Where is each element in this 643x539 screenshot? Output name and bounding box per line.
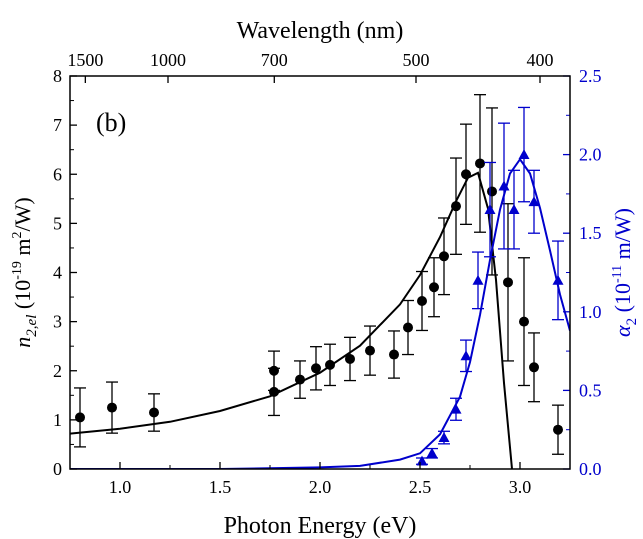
data-point-circle xyxy=(311,363,321,374)
data-point-circle xyxy=(553,424,563,435)
data-point-circle xyxy=(439,251,449,262)
top-axis-title: Wavelength (nm) xyxy=(237,18,404,44)
left-axis-title-symbol: n xyxy=(10,337,35,348)
left-axis-tick-label: 4 xyxy=(53,263,62,283)
right-axis-title-exponent: -11 xyxy=(610,265,625,283)
data-point-triangle xyxy=(552,274,564,285)
left-axis-tick-label: 3 xyxy=(53,312,62,332)
panel-label: (b) xyxy=(96,108,126,137)
left-axis-title-text: (10 xyxy=(10,280,35,315)
right-axis-tick-label: 1.0 xyxy=(579,302,602,322)
right-axis-tick-label: 1.5 xyxy=(579,223,602,243)
data-point-triangle xyxy=(518,149,530,159)
data-point-circle xyxy=(345,353,355,364)
data-point-circle xyxy=(519,316,529,327)
data-point-circle xyxy=(269,386,279,397)
data-point-triangle xyxy=(416,455,428,466)
left-axis-title-unit: m xyxy=(10,239,35,262)
data-point-triangle xyxy=(426,447,438,458)
data-point-triangle xyxy=(438,432,450,442)
plot-clipped-content xyxy=(70,94,570,469)
left-axis-title-exponent-2: 2 xyxy=(10,232,25,239)
data-point-circle xyxy=(429,282,439,293)
left-axis-tick-label: 7 xyxy=(53,115,62,135)
right-axis-title-text: (10 xyxy=(610,283,635,318)
data-point-circle xyxy=(149,407,159,418)
x-axis-title: Photon Energy (eV) xyxy=(224,513,417,539)
data-point-triangle xyxy=(472,274,484,285)
right-axis-tick-label: 0.0 xyxy=(579,459,602,479)
left-axis-tick-label: 5 xyxy=(53,213,62,233)
left-axis-title: n2,el (10-19 m2/W) xyxy=(10,197,40,347)
x-axis-tick-label: 2.5 xyxy=(409,477,432,497)
data-point-triangle xyxy=(528,196,540,207)
data-point-circle xyxy=(475,158,485,169)
top-axis-tick-label: 400 xyxy=(527,50,554,70)
data-point-circle xyxy=(295,374,305,385)
x-axis-tick-label: 3.0 xyxy=(509,477,532,497)
right-axis-tick-label: 2.5 xyxy=(579,66,602,86)
top-axis-tick-label: 700 xyxy=(261,50,288,70)
plot-frame xyxy=(69,75,571,470)
x-axis-tick-label: 1.5 xyxy=(209,477,232,497)
left-axis-tick-label: 6 xyxy=(53,164,62,184)
data-point-circle xyxy=(269,365,279,376)
data-point-triangle xyxy=(460,350,472,361)
data-point-circle xyxy=(487,186,497,197)
left-axis-tick-label: 2 xyxy=(53,361,62,381)
left-axis-tick-label: 8 xyxy=(53,66,62,86)
right-axis-title-close: m/W) xyxy=(610,208,635,265)
data-point-circle xyxy=(417,295,427,306)
left-axis-title-exponent: -19 xyxy=(10,261,25,280)
right-axis-title: α2 (10-11 m/W) xyxy=(610,208,640,337)
right-axis-tick-label: 0.5 xyxy=(579,380,602,400)
data-point-circle xyxy=(529,362,539,373)
left-axis-tick-label: 1 xyxy=(53,410,62,430)
data-point-circle xyxy=(75,412,85,423)
left-axis-ticks: 0 1 2 3 4 5 6 7 8 xyxy=(53,66,77,479)
top-axis-ticks: 1500 1000 700 500 400 xyxy=(67,50,554,83)
data-point-circle xyxy=(365,345,375,356)
x-axis-tick-label: 1.0 xyxy=(109,477,132,497)
left-axis-title-close: /W) xyxy=(10,197,35,231)
x-axis-tick-label: 2.0 xyxy=(309,477,332,497)
right-axis-title-symbol: α xyxy=(610,325,635,337)
data-point-circle xyxy=(389,349,399,360)
right-axis-title-subscript: 2 xyxy=(624,318,640,326)
fit-curve-left xyxy=(70,171,513,469)
fit-curve-right xyxy=(70,157,570,469)
bottom-axis-ticks: 1.0 1.5 2.0 2.5 3.0 xyxy=(69,462,571,497)
data-point-circle xyxy=(403,322,413,333)
left-axis-title-subscript: 2,el xyxy=(24,315,40,337)
top-axis-tick-label: 1000 xyxy=(150,50,186,70)
top-axis-tick-label: 1500 xyxy=(67,50,103,70)
plot-content xyxy=(70,94,570,469)
left-axis-tick-label: 0 xyxy=(53,459,62,479)
data-point-circle xyxy=(107,402,117,413)
right-axis-ticks: 0.0 0.5 1.0 1.5 2.0 2.5 xyxy=(563,66,602,479)
data-point-triangle xyxy=(484,204,496,215)
right-axis-tick-label: 2.0 xyxy=(579,145,602,165)
data-point-circle xyxy=(503,277,513,288)
top-axis-tick-label: 500 xyxy=(403,50,430,70)
data-point-triangle xyxy=(508,204,520,215)
